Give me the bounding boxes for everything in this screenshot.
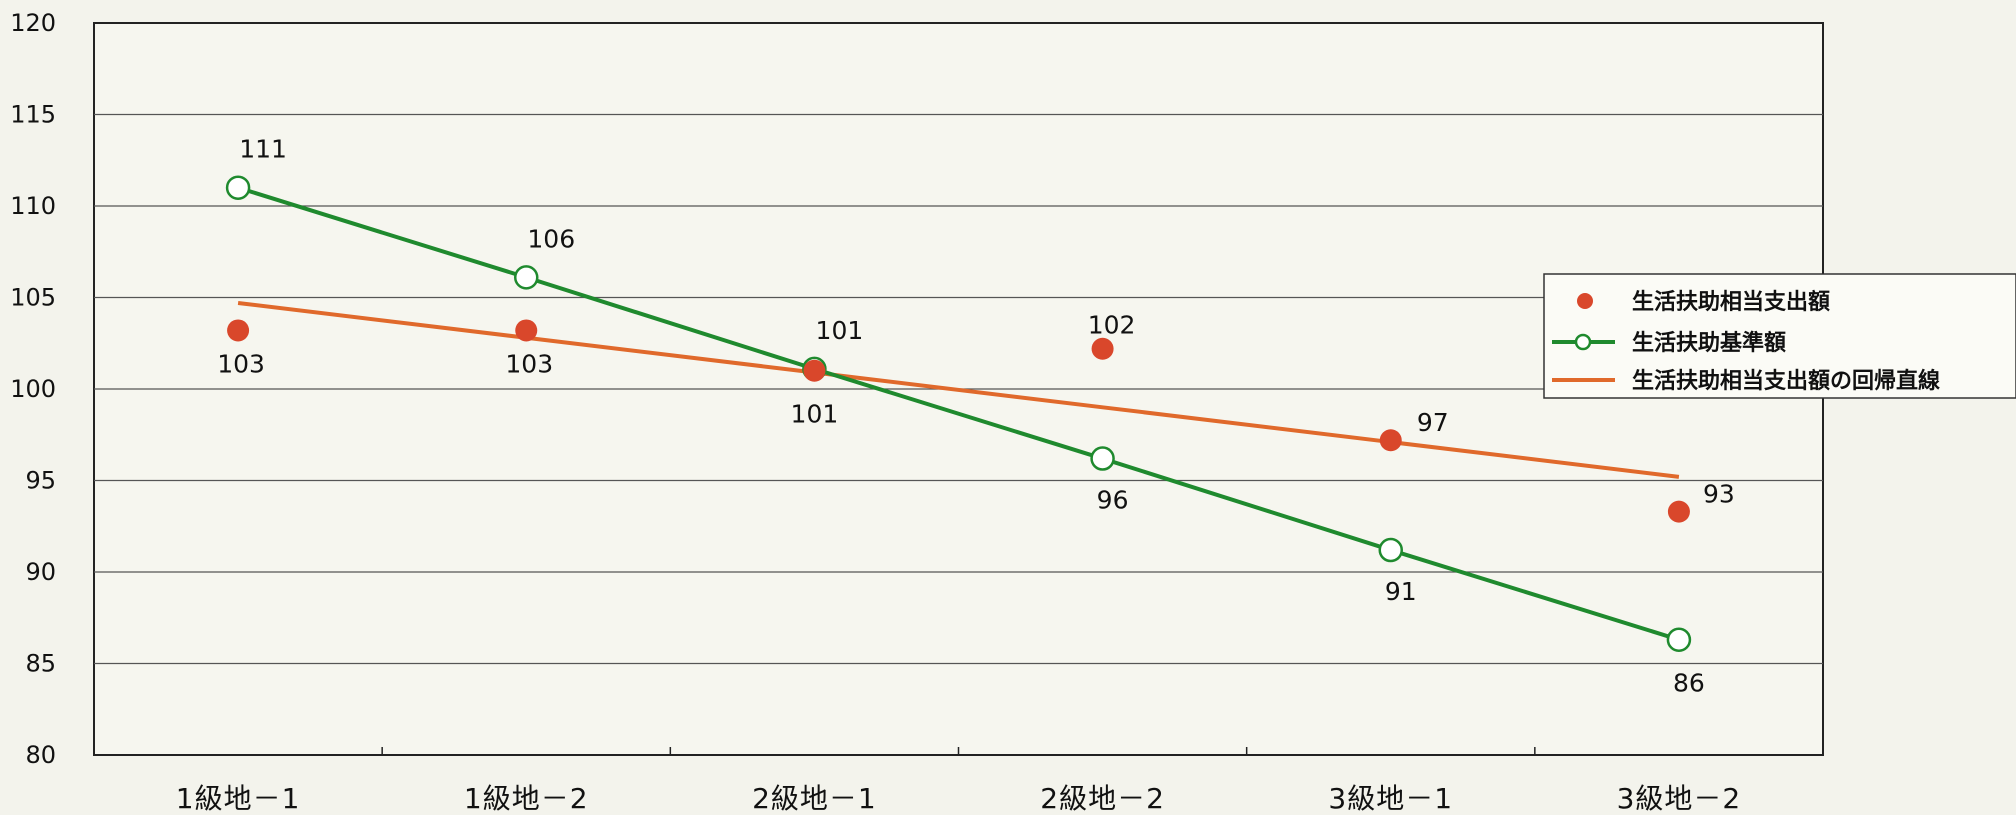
standard-amount-data-label: 91 [1385,577,1417,606]
x-tick-label: 1級地－2 [464,782,589,815]
standard-amount-point [1378,537,1403,563]
standard-amount-point [1666,627,1692,652]
y-tick-label: 105 [10,284,56,312]
expenditure-data-label: 102 [1088,311,1136,340]
legend: 生活扶助相当支出額 生活扶助基準額 生活扶助相当支出額の回帰直線 [1543,273,2016,399]
standard-amount-point [1090,446,1115,471]
standard-amount-line [237,185,1680,642]
expenditure-point [803,359,826,382]
x-tick-label: 3級地－1 [1328,782,1453,815]
y-tick-label: 115 [10,101,56,129]
x-axis: 1級地－1 1級地－2 2級地－1 2級地－2 3級地－1 3級地－2 [176,747,1742,815]
x-tick-label: 3級地－2 [1617,782,1742,815]
expenditure-data-label: 101 [791,400,839,429]
expenditure-point [1667,500,1690,523]
legend-label-regression: 生活扶助相当支出額の回帰直線 [1632,368,1940,394]
standard-amount-data-label: 86 [1673,669,1705,698]
expenditure-data-label: 103 [505,349,553,378]
expenditure-data-label: 93 [1703,480,1735,509]
y-tick-label: 80 [25,741,56,769]
standard-amount-data-label: 101 [816,316,864,345]
y-tick-label: 95 [25,467,56,495]
legend-swatch-standard-marker [1574,333,1592,351]
standard-amount-data-label: 111 [239,135,287,164]
legend-label-standard: 生活扶助基準額 [1632,330,1786,356]
standard-amount-data-label: 106 [527,224,575,253]
x-tick-label: 1級地－1 [176,782,301,815]
standard-amount-data-label: 96 [1097,486,1129,515]
expenditure-point [1379,429,1402,452]
y-tick-label: 120 [10,9,56,37]
standard-amount-point [514,265,539,290]
expenditure-point [515,319,538,342]
y-axis: 80 85 90 95 100 105 110 115 120 [10,9,56,769]
expenditure-point [1091,337,1114,360]
regression-line-series [237,301,1680,479]
y-tick-label: 100 [10,375,56,403]
legend-label-expenditure: 生活扶助相当支出額 [1632,289,1830,315]
regression-line [237,301,1680,479]
expenditure-data-label: 97 [1417,408,1449,437]
x-tick-label: 2級地－1 [752,782,877,815]
expenditure-data-label: 103 [217,349,265,378]
x-tick-label: 2級地－2 [1040,782,1165,815]
legend-box [1543,273,2016,399]
y-tick-label: 90 [25,558,56,586]
expenditure-point [227,319,250,342]
standard-amount-point [225,175,251,200]
gridlines [94,113,1823,665]
expenditure-series [227,319,1690,523]
legend-swatch-expenditure [1577,293,1593,309]
data-labels: 111 106 101 96 91 86 103 103 101 102 97 93 [217,135,1735,698]
y-tick-label: 85 [25,650,56,678]
y-tick-label: 110 [10,192,56,220]
